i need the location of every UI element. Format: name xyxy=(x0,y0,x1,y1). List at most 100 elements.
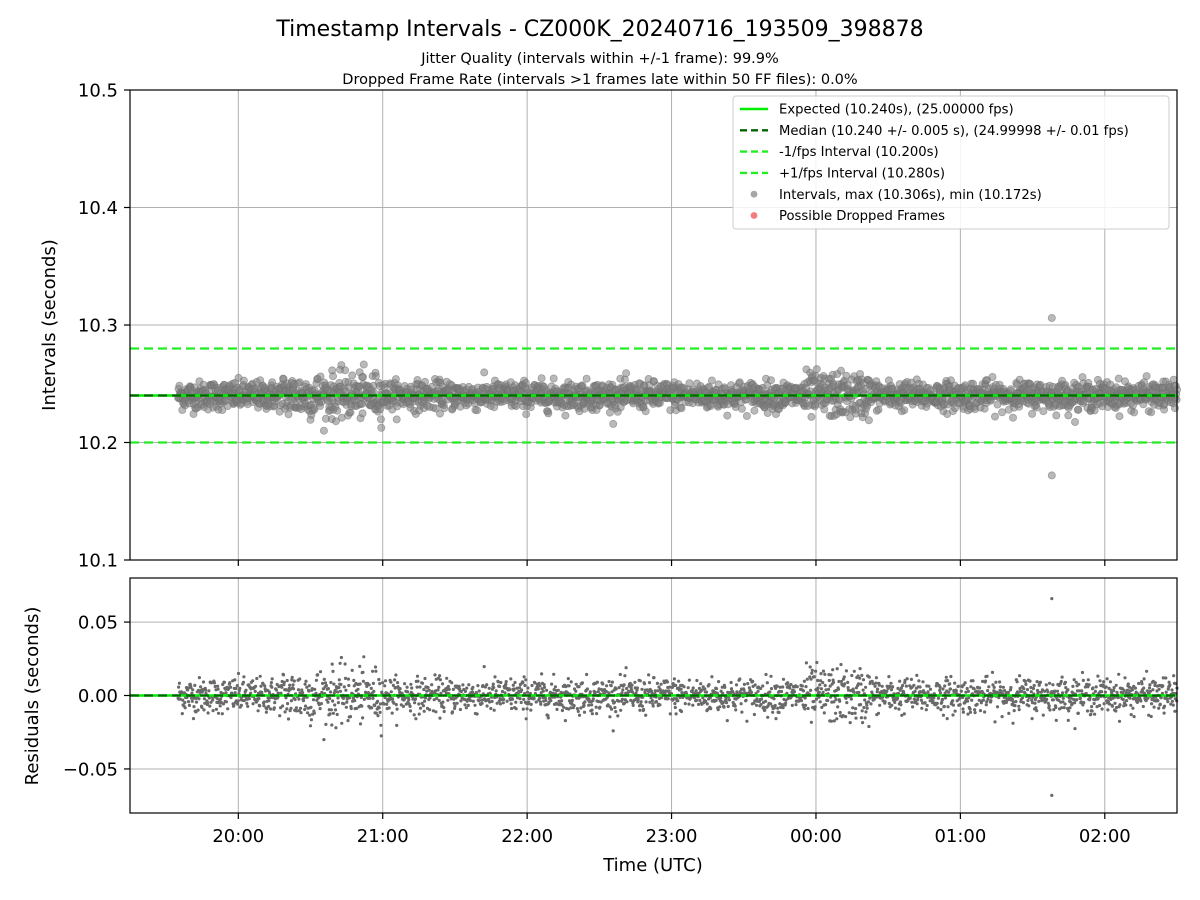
residual-point xyxy=(724,701,729,705)
residual-point xyxy=(949,674,953,679)
residual-point xyxy=(1078,696,1082,700)
residual-point xyxy=(251,702,255,706)
residual-point xyxy=(650,691,654,695)
residual-point xyxy=(1145,689,1149,693)
x-tick-label: 22:00 xyxy=(501,826,553,847)
residual-point xyxy=(1128,696,1132,700)
residual-point xyxy=(1112,686,1116,690)
residual-point xyxy=(423,699,427,703)
residual-point xyxy=(861,721,865,725)
residual-point xyxy=(366,691,370,695)
residual-point xyxy=(575,707,580,711)
residual-point xyxy=(1096,696,1100,700)
residual-point xyxy=(242,675,246,679)
residual-point xyxy=(630,683,634,687)
residual-point xyxy=(1164,690,1168,694)
residual-point xyxy=(755,697,759,701)
residual-point xyxy=(194,710,198,714)
residual-point xyxy=(597,700,601,704)
residual-point xyxy=(759,697,764,701)
residual-point xyxy=(511,683,515,687)
residual-point xyxy=(567,684,571,688)
residual-point xyxy=(1080,689,1084,693)
residual-point xyxy=(477,699,481,703)
residual-point xyxy=(199,685,203,689)
residual-point xyxy=(905,677,909,681)
residual-point xyxy=(653,689,657,693)
residual-point xyxy=(555,707,559,712)
residual-point xyxy=(847,711,851,715)
residual-point xyxy=(898,679,902,683)
interval-point xyxy=(874,405,883,414)
residual-point xyxy=(963,681,967,685)
interval-point xyxy=(1115,412,1124,421)
residual-point xyxy=(1022,687,1026,691)
residual-point xyxy=(1050,597,1054,601)
residual-point xyxy=(414,717,418,721)
residual-point xyxy=(909,677,914,682)
residual-point xyxy=(1079,700,1083,704)
residual-point xyxy=(358,664,362,669)
residual-point xyxy=(1122,688,1126,693)
residual-point xyxy=(336,690,340,694)
residual-point xyxy=(1011,721,1015,725)
residual-point xyxy=(971,679,975,683)
residual-point xyxy=(1060,691,1065,695)
residual-point xyxy=(215,696,219,701)
residual-point xyxy=(588,690,592,694)
residual-point xyxy=(265,707,269,711)
residual-point xyxy=(457,684,461,689)
residual-point xyxy=(938,691,943,695)
residual-point xyxy=(326,700,330,704)
interval-point xyxy=(328,372,337,381)
residual-point xyxy=(1046,701,1050,705)
residual-point xyxy=(458,707,462,712)
y-tick-label: 10.4 xyxy=(78,198,118,219)
residual-point xyxy=(177,681,181,685)
residual-point xyxy=(193,683,197,688)
residual-point xyxy=(1164,676,1168,680)
residual-point xyxy=(792,690,797,694)
residual-point xyxy=(282,680,286,684)
residual-point xyxy=(463,697,467,702)
residual-point xyxy=(733,704,737,708)
residual-point xyxy=(471,699,475,703)
residual-point xyxy=(1080,670,1085,675)
residual-point xyxy=(451,687,455,692)
residual-point xyxy=(1137,681,1141,686)
residual-point xyxy=(246,704,250,709)
residual-point xyxy=(848,721,852,725)
interval-point xyxy=(620,375,629,384)
residual-point xyxy=(858,676,862,680)
residual-point xyxy=(220,712,224,716)
residual-point xyxy=(546,716,550,720)
residual-point xyxy=(601,682,605,686)
residual-point xyxy=(316,673,320,677)
residual-point xyxy=(542,685,547,690)
residual-point xyxy=(329,680,333,685)
residual-point xyxy=(213,684,217,689)
residual-point xyxy=(369,686,373,691)
x-tick-label: 20:00 xyxy=(212,826,264,847)
residual-point xyxy=(280,685,284,689)
residual-point xyxy=(809,677,813,681)
residual-point xyxy=(648,700,652,704)
residual-point xyxy=(219,697,223,701)
residual-point xyxy=(1121,691,1125,695)
residual-point xyxy=(776,706,780,710)
residual-point xyxy=(747,686,752,690)
residual-point xyxy=(1131,706,1135,710)
residual-point xyxy=(267,699,271,703)
residual-point xyxy=(610,707,614,711)
residual-point xyxy=(570,698,575,703)
residual-point xyxy=(854,716,858,720)
residual-point xyxy=(319,702,323,706)
residual-point xyxy=(379,723,383,727)
residual-point xyxy=(1150,702,1154,706)
interval-point xyxy=(750,406,759,415)
residual-point xyxy=(651,704,655,708)
residual-point xyxy=(919,698,924,702)
residual-point xyxy=(718,705,722,709)
residual-point xyxy=(524,717,528,721)
